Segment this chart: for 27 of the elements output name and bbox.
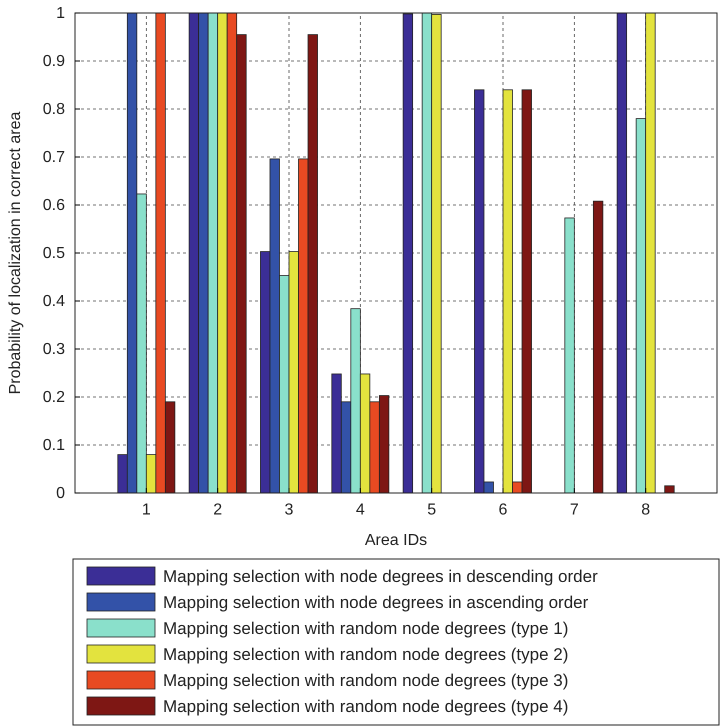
y-tick-label: 0.6 bbox=[42, 197, 66, 214]
y-tick-label: 0.7 bbox=[42, 149, 66, 166]
y-tick-label: 0.3 bbox=[42, 341, 66, 358]
x-tick-label: 1 bbox=[142, 501, 151, 518]
y-tick-label: 0.4 bbox=[42, 293, 66, 310]
x-tick-label: 2 bbox=[213, 501, 222, 518]
x-tick-label: 4 bbox=[356, 501, 365, 518]
y-tick-label: 0.8 bbox=[42, 101, 66, 118]
y-axis-title: Probability of localization in correct area bbox=[7, 112, 24, 394]
y-tick-label: 0.9 bbox=[42, 53, 66, 70]
x-tick-label: 8 bbox=[641, 501, 650, 518]
x-tick-label: 5 bbox=[427, 501, 436, 518]
legend-label: Mapping selection with node degrees in descending order bbox=[163, 567, 598, 586]
y-tick-label: 0.2 bbox=[42, 389, 66, 406]
x-tick-label: 3 bbox=[284, 501, 294, 518]
y-tick-label: 0.1 bbox=[42, 437, 66, 454]
legend-label: Mapping selection with random node degrees (type 2) bbox=[163, 645, 568, 664]
legend-label: Mapping selection with random node degrees (type 1) bbox=[163, 619, 568, 638]
x-axis-title: Area IDs bbox=[364, 532, 428, 549]
y-tick-label: 0.5 bbox=[42, 245, 66, 262]
y-tick-label: 0 bbox=[56, 485, 66, 502]
x-tick-label: 6 bbox=[498, 501, 508, 518]
legend-label: Mapping selection with node degrees in ascending order bbox=[163, 593, 589, 612]
y-tick-label: 1 bbox=[56, 5, 66, 22]
legend-label: Mapping selection with random node degrees (type 4) bbox=[163, 697, 568, 716]
legend-label: Mapping selection with random node degrees (type 3) bbox=[163, 671, 568, 690]
x-tick-label: 7 bbox=[570, 501, 579, 518]
